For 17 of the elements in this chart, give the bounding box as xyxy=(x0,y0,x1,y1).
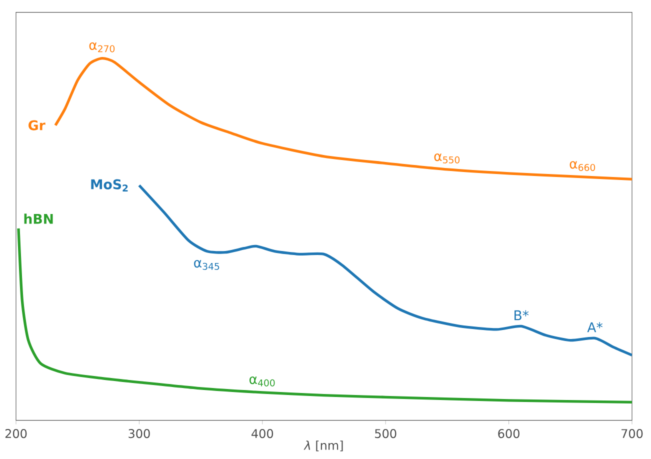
annotation: A* xyxy=(587,322,603,332)
x-tick-label: 300 xyxy=(128,429,150,438)
annotation: α$_{550}$ xyxy=(434,153,460,164)
annotation: B* xyxy=(514,310,529,320)
series-label: hBN xyxy=(24,214,53,224)
x-tick-label: 600 xyxy=(498,429,520,438)
x-tick-label: 200 xyxy=(5,429,27,438)
series-label: MoS$_{2}$ xyxy=(91,179,128,192)
x-axis-title: λ [nm] xyxy=(304,440,343,452)
x-tick-label: 500 xyxy=(375,429,396,438)
annotation: α$_{400}$ xyxy=(250,376,275,386)
annotation: α$_{660}$ xyxy=(570,161,596,171)
annotation: α$_{270}$ xyxy=(89,42,115,52)
series-label: Gr xyxy=(28,120,46,130)
x-tick-label: 700 xyxy=(622,429,643,438)
annotation: α$_{345}$ xyxy=(194,260,220,270)
x-tick-label: 400 xyxy=(252,429,274,438)
